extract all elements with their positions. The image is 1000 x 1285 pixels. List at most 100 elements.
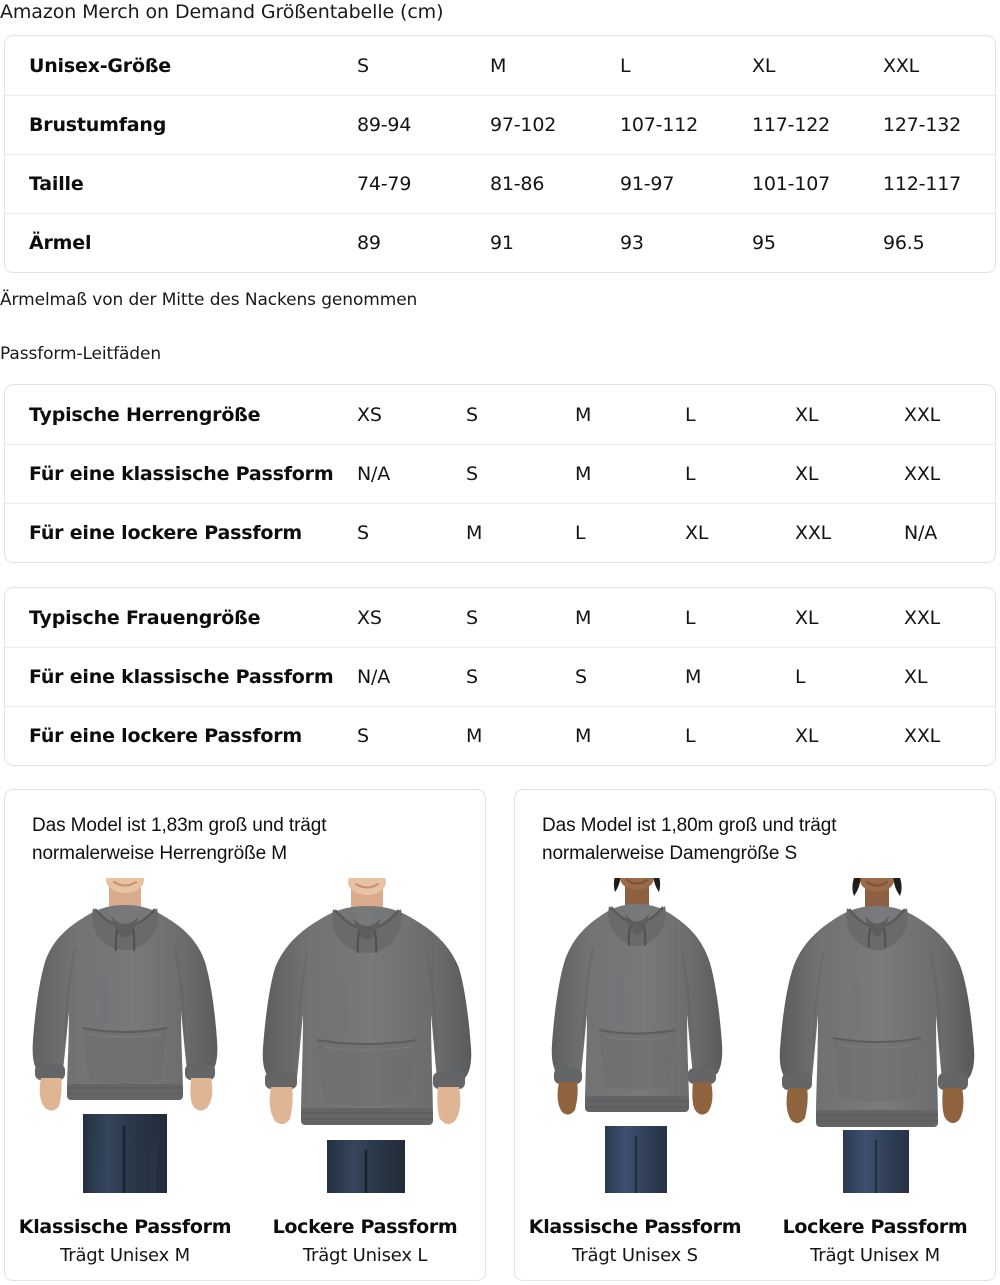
female-model-loose-fit-image xyxy=(761,878,989,1193)
row-cell: 112-117 xyxy=(883,173,961,195)
row-label: Ärmel xyxy=(29,232,92,254)
row-cell: XXL xyxy=(904,403,941,426)
row-label: Für eine klassische Passform xyxy=(29,463,334,485)
caption-title: Lockere Passform xyxy=(782,1216,968,1238)
row-cell: 127-132 xyxy=(883,114,961,136)
caption-subtitle: Trägt Unisex L xyxy=(302,1245,428,1266)
sleeve-measurement-note: Ärmelmaß von der Mitte des Nackens genom… xyxy=(0,290,418,310)
row-cell: XXL xyxy=(795,522,832,544)
row-label: Taille xyxy=(29,173,84,195)
row-cell: 117-122 xyxy=(752,114,830,136)
row-cell: L xyxy=(685,606,696,629)
row-label: Typische Frauengröße xyxy=(29,606,261,629)
row-cell: XL xyxy=(904,666,928,688)
model-caption: Klassische Passform Trägt Unisex S xyxy=(521,1216,749,1266)
row-cell: XXL xyxy=(904,463,941,485)
row-cell: L xyxy=(685,463,696,485)
mens-fit-guide-table: Typische Herrengröße XS S M L XL XXL Für… xyxy=(4,384,996,563)
row-label: Für eine lockere Passform xyxy=(29,725,303,747)
table-row: Typische Herrengröße XS S M L XL XXL xyxy=(5,385,995,444)
table-header-cell: XXL xyxy=(883,54,920,77)
model-figure-group xyxy=(5,878,485,1193)
male-model-classic-fit-image xyxy=(11,878,239,1193)
row-cell: XS xyxy=(357,606,382,629)
table-row: Für eine lockere Passform S M L XL XXL N… xyxy=(5,503,995,562)
row-cell: S xyxy=(466,403,478,426)
row-cell: XL xyxy=(795,463,819,485)
row-cell: M xyxy=(685,666,702,688)
model-caption-group: Klassische Passform Trägt Unisex M Locke… xyxy=(5,1216,485,1266)
row-cell: S xyxy=(575,666,587,688)
row-cell: S xyxy=(466,606,478,629)
table-row: Taille 74-79 81-86 91-97 101-107 112-117 xyxy=(5,154,995,213)
row-cell: 89-94 xyxy=(357,114,412,136)
row-label: Für eine klassische Passform xyxy=(29,666,334,688)
table-header-cell: L xyxy=(620,54,631,77)
model-description: Das Model ist 1,83m groß und trägt norma… xyxy=(32,815,327,864)
row-cell: M xyxy=(466,522,483,544)
row-cell: 93 xyxy=(620,232,644,254)
model-figure-group xyxy=(515,878,995,1193)
table-row: Brustumfang 89-94 97-102 107-112 117-122… xyxy=(5,95,995,154)
row-cell: M xyxy=(575,606,592,629)
model-caption-group: Klassische Passform Trägt Unisex S Locke… xyxy=(515,1216,995,1266)
caption-subtitle: Trägt Unisex M xyxy=(60,1245,190,1266)
row-label: Für eine lockere Passform xyxy=(29,522,303,544)
fit-guide-heading: Passform-Leitfäden xyxy=(0,344,162,364)
row-cell: 97-102 xyxy=(490,114,557,136)
table-header-cell: M xyxy=(490,54,507,77)
row-cell: XXL xyxy=(904,725,941,747)
row-cell: 101-107 xyxy=(752,173,830,195)
row-cell: XL xyxy=(795,725,819,747)
model-caption: Lockere Passform Trägt Unisex M xyxy=(761,1216,989,1266)
table-header-cell: XL xyxy=(752,54,776,77)
row-cell: XL xyxy=(685,522,709,544)
row-cell: 91 xyxy=(490,232,514,254)
row-cell: N/A xyxy=(357,463,391,485)
model-caption: Klassische Passform Trägt Unisex M xyxy=(11,1216,239,1266)
row-cell: 81-86 xyxy=(490,173,545,195)
caption-title: Klassische Passform xyxy=(18,1216,232,1238)
row-cell: XXL xyxy=(904,606,941,629)
row-cell: M xyxy=(466,725,483,747)
row-cell: XS xyxy=(357,403,382,426)
row-cell: L xyxy=(795,666,806,688)
male-model-loose-fit-image xyxy=(251,878,479,1193)
page-title: Amazon Merch on Demand Größentabelle (cm… xyxy=(0,1,444,23)
row-cell: XL xyxy=(795,403,819,426)
table-row: Für eine klassische Passform N/A S M L X… xyxy=(5,444,995,503)
row-cell: N/A xyxy=(357,666,391,688)
table-row: Ärmel 89 91 93 95 96.5 xyxy=(5,213,995,272)
row-cell: S xyxy=(466,463,478,485)
model-caption: Lockere Passform Trägt Unisex L xyxy=(251,1216,479,1266)
row-cell: S xyxy=(357,522,369,544)
table-header-row: Unisex-Größe S M L XL XXL xyxy=(5,36,995,95)
caption-title: Klassische Passform xyxy=(528,1216,742,1238)
row-cell: XL xyxy=(795,606,819,629)
caption-subtitle: Trägt Unisex S xyxy=(572,1245,698,1266)
row-cell: 96.5 xyxy=(883,232,925,254)
table-row: Für eine klassische Passform N/A S S M L… xyxy=(5,647,995,706)
table-row: Typische Frauengröße XS S M L XL XXL xyxy=(5,588,995,647)
row-cell: 89 xyxy=(357,232,381,254)
caption-subtitle: Trägt Unisex M xyxy=(810,1245,940,1266)
table-header-cell: S xyxy=(357,54,369,77)
row-cell: 107-112 xyxy=(620,114,698,136)
row-cell: M xyxy=(575,725,592,747)
row-cell: L xyxy=(685,725,696,747)
table-row: Für eine lockere Passform S M M L XL XXL xyxy=(5,706,995,765)
row-label: Typische Herrengröße xyxy=(29,403,261,426)
row-cell: M xyxy=(575,403,592,426)
model-description: Das Model ist 1,80m groß und trägt norma… xyxy=(542,815,837,864)
row-cell: S xyxy=(357,725,369,747)
womens-fit-guide-table: Typische Frauengröße XS S M L XL XXL Für… xyxy=(4,587,996,766)
caption-title: Lockere Passform xyxy=(272,1216,458,1238)
womens-model-card: Das Model ist 1,80m groß und trägt norma… xyxy=(514,789,996,1281)
mens-model-card: Das Model ist 1,83m groß und trägt norma… xyxy=(4,789,486,1281)
row-cell: S xyxy=(466,666,478,688)
row-cell: L xyxy=(575,522,586,544)
row-cell: N/A xyxy=(904,522,938,544)
row-cell: 74-79 xyxy=(357,173,412,195)
table-header-label: Unisex-Größe xyxy=(29,54,171,77)
